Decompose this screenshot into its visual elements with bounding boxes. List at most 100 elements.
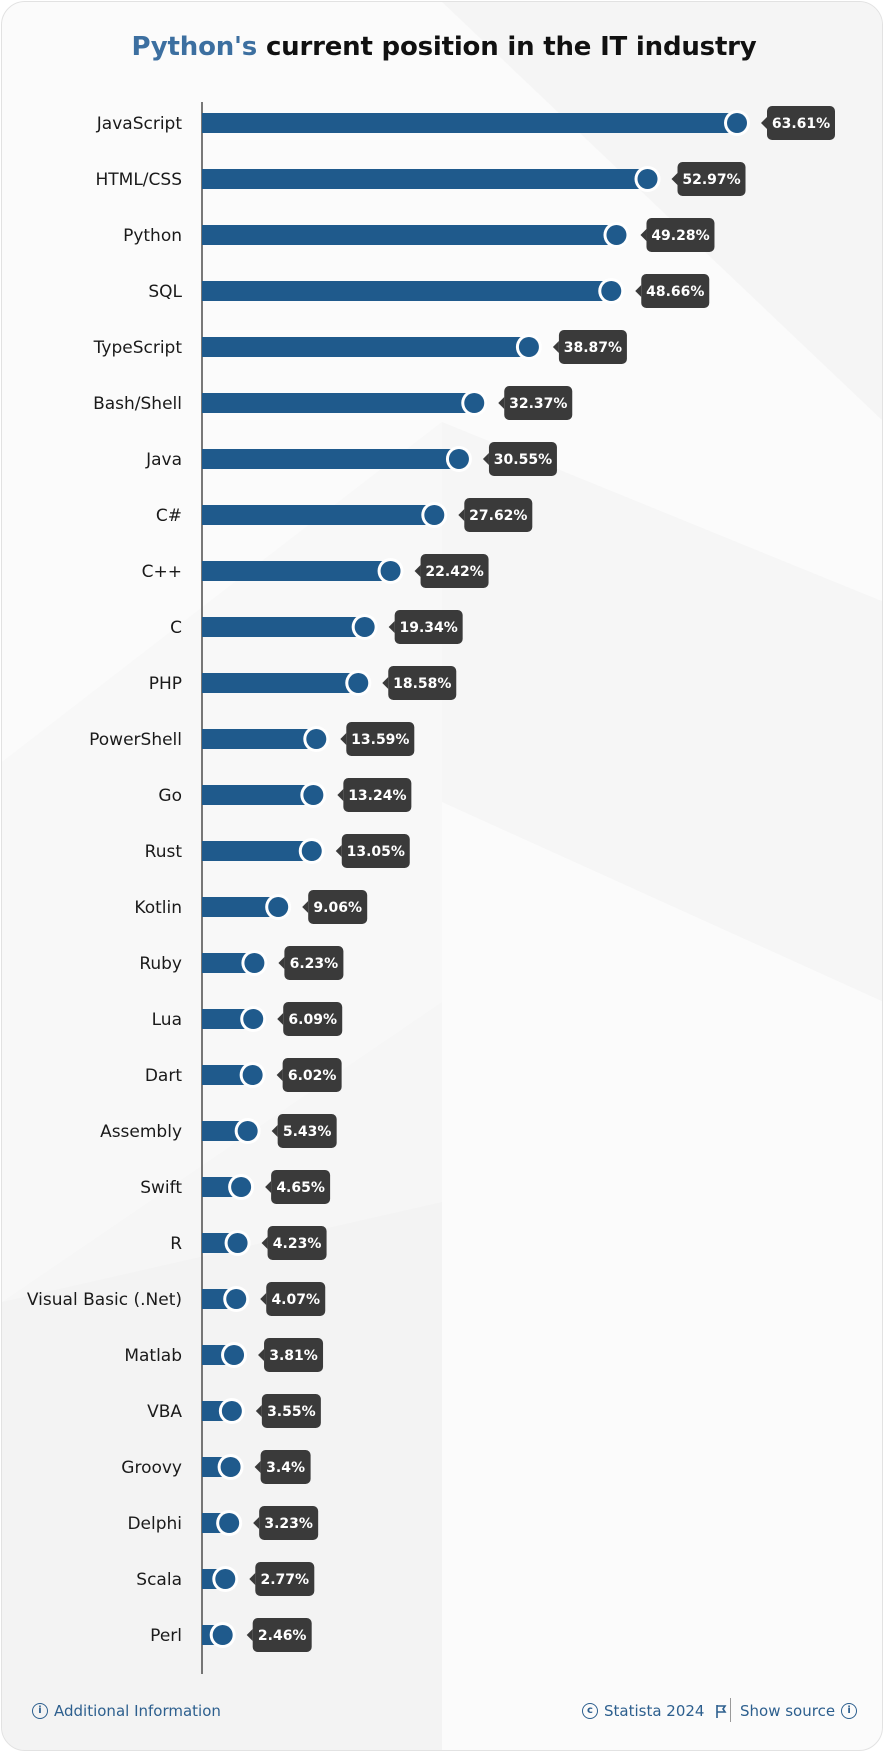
value-label: 22.42% bbox=[414, 554, 489, 588]
bar bbox=[202, 785, 314, 805]
value-label-text: 3.23% bbox=[264, 1516, 313, 1532]
value-label: 3.55% bbox=[255, 1394, 321, 1428]
category-label: Kotlin bbox=[134, 898, 182, 918]
footer-separator bbox=[730, 1698, 731, 1722]
value-label: 6.23% bbox=[278, 946, 344, 980]
category-label: JavaScript bbox=[96, 114, 183, 134]
category-label: Delphi bbox=[127, 1514, 182, 1534]
value-label: 13.05% bbox=[335, 834, 410, 868]
bar bbox=[202, 113, 737, 133]
value-label: 4.23% bbox=[261, 1226, 327, 1260]
bar bbox=[202, 337, 529, 357]
category-label: Swift bbox=[140, 1178, 182, 1198]
info-icon: i bbox=[841, 1703, 858, 1719]
value-label: 9.06% bbox=[302, 890, 368, 924]
bar-end-dot bbox=[243, 1009, 264, 1029]
value-label-text: 6.23% bbox=[290, 956, 339, 972]
category-label: Bash/Shell bbox=[93, 394, 182, 414]
value-label: 2.77% bbox=[249, 1562, 315, 1596]
value-label-text: 49.28% bbox=[651, 228, 709, 244]
bar-end-dot bbox=[231, 1177, 252, 1197]
value-label: 30.55% bbox=[482, 442, 557, 476]
value-label-text: 27.62% bbox=[469, 508, 527, 524]
bar-end-dot bbox=[212, 1625, 233, 1645]
flag-icon[interactable] bbox=[714, 1703, 728, 1719]
value-label: 32.37% bbox=[498, 386, 573, 420]
value-label-text: 3.55% bbox=[267, 1404, 316, 1420]
bar bbox=[202, 841, 312, 861]
value-label-text: 4.23% bbox=[273, 1236, 322, 1252]
value-label-text: 30.55% bbox=[494, 452, 552, 468]
category-label: HTML/CSS bbox=[96, 170, 183, 190]
bar bbox=[202, 953, 255, 973]
show-source-label: Show source bbox=[740, 1702, 836, 1720]
category-label: VBA bbox=[147, 1402, 182, 1422]
value-label-text: 18.58% bbox=[393, 676, 451, 692]
bar bbox=[202, 225, 617, 245]
bar-end-dot bbox=[354, 617, 375, 637]
value-label: 27.62% bbox=[458, 498, 533, 532]
bar bbox=[202, 393, 475, 413]
value-label-text: 3.4% bbox=[266, 1460, 305, 1476]
value-label-text: 4.65% bbox=[276, 1180, 325, 1196]
category-label: TypeScript bbox=[93, 338, 183, 358]
bar-end-dot bbox=[242, 1065, 263, 1085]
footer: i Additional Information c Statista 2024… bbox=[2, 1698, 882, 1732]
bar-end-dot bbox=[464, 393, 485, 413]
category-label: Dart bbox=[145, 1066, 182, 1086]
value-label: 4.07% bbox=[260, 1282, 326, 1316]
bar bbox=[202, 1009, 254, 1029]
bar-end-dot bbox=[237, 1121, 258, 1141]
value-label-text: 2.77% bbox=[261, 1572, 310, 1588]
value-label-text: 52.97% bbox=[682, 172, 740, 188]
category-label: Visual Basic (.Net) bbox=[27, 1290, 182, 1310]
category-label: Assembly bbox=[100, 1122, 182, 1142]
show-source-link[interactable]: Show source i bbox=[740, 1702, 858, 1720]
bar-end-dot bbox=[219, 1513, 240, 1533]
bar-end-dot bbox=[303, 785, 324, 805]
value-label: 4.65% bbox=[265, 1170, 331, 1204]
chart-title: Python's current position in the IT indu… bbox=[2, 32, 882, 62]
bar-end-dot bbox=[244, 953, 265, 973]
bar bbox=[202, 281, 612, 301]
bar-end-dot bbox=[348, 673, 369, 693]
value-label: 5.43% bbox=[271, 1114, 337, 1148]
bar-end-dot bbox=[380, 561, 401, 581]
bar-end-dot bbox=[220, 1457, 241, 1477]
bar-end-dot bbox=[224, 1345, 245, 1365]
category-label: SQL bbox=[148, 282, 182, 302]
category-label: Rust bbox=[145, 842, 183, 862]
bar-end-dot bbox=[424, 505, 445, 525]
bar bbox=[202, 561, 391, 581]
info-icon: i bbox=[32, 1703, 48, 1719]
value-label: 48.66% bbox=[635, 274, 710, 308]
additional-information-link[interactable]: i Additional Information bbox=[32, 1702, 221, 1720]
bar bbox=[202, 673, 359, 693]
category-label: R bbox=[170, 1234, 182, 1254]
value-label: 13.24% bbox=[337, 778, 412, 812]
bar bbox=[202, 449, 459, 469]
bar-end-dot bbox=[227, 1233, 248, 1253]
value-label-text: 32.37% bbox=[509, 396, 567, 412]
category-label: Ruby bbox=[139, 954, 182, 974]
copyright-icon: c bbox=[582, 1703, 598, 1719]
additional-information-label: Additional Information bbox=[54, 1702, 221, 1720]
bar-end-dot bbox=[448, 449, 469, 469]
chart-title-rest: current position in the IT industry bbox=[265, 32, 757, 62]
value-label-text: 22.42% bbox=[425, 564, 483, 580]
value-label: 52.97% bbox=[671, 162, 746, 196]
bar-end-dot bbox=[601, 281, 622, 301]
statista-copyright: c Statista 2024 bbox=[582, 1702, 728, 1720]
category-label: Perl bbox=[150, 1626, 182, 1646]
category-label: PHP bbox=[149, 674, 182, 694]
bar bbox=[202, 897, 279, 917]
category-label: Java bbox=[145, 450, 182, 470]
value-label: 38.87% bbox=[552, 330, 627, 364]
value-label-text: 9.06% bbox=[313, 900, 362, 916]
value-label: 2.46% bbox=[246, 1618, 312, 1652]
value-label-text: 38.87% bbox=[564, 340, 622, 356]
bar bbox=[202, 617, 365, 637]
bar-end-dot bbox=[637, 169, 658, 189]
value-label-text: 4.07% bbox=[271, 1292, 320, 1308]
